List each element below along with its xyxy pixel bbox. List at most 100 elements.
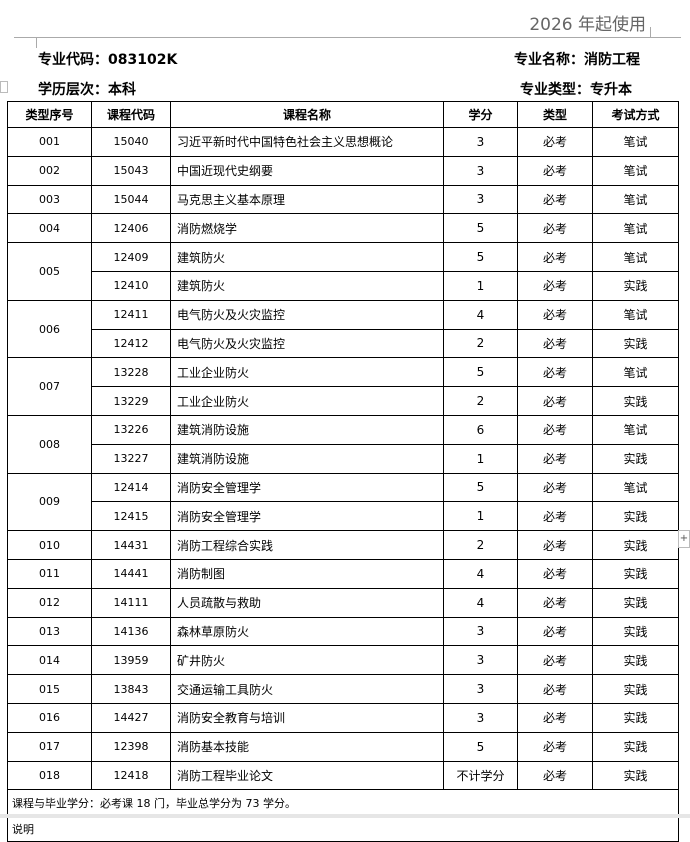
course-code: 14111	[91, 587, 171, 618]
seq-cell: 001	[7, 127, 92, 157]
course-type: 必考	[517, 155, 593, 186]
course-type: 必考	[517, 587, 593, 618]
exam-method: 实践	[592, 443, 679, 474]
table-row: 015 13843 交通运输工具防火 3 必考 实践	[7, 674, 679, 704]
table-row: 12415 消防安全管理学 1 必考 实践	[8, 501, 679, 532]
seq-cell: 006	[7, 299, 92, 359]
exam-method: 笔试	[592, 242, 679, 272]
seq-cell: 011	[7, 558, 92, 589]
course-code: 13227	[91, 443, 171, 474]
seq-cell: 013	[7, 616, 92, 647]
exam-method: 实践	[592, 501, 679, 532]
header-line	[36, 37, 650, 38]
col-type: 类型	[517, 101, 593, 128]
course-code: 12415	[91, 501, 171, 532]
col-seq: 类型序号	[7, 101, 92, 128]
course-code: 14136	[91, 616, 171, 647]
course-type: 必考	[517, 127, 593, 157]
exam-method: 笔试	[592, 299, 679, 330]
course-code: 14427	[91, 702, 171, 733]
exam-method: 笔试	[592, 127, 679, 157]
table-row: 008 13226 建筑消防设施 6 必考 笔试	[7, 414, 679, 474]
course-name: 中国近现代史纲要	[170, 155, 444, 186]
summary-row: 课程与毕业学分：必考课 18 门，毕业总学分为 73 学分。	[7, 789, 679, 817]
course-name: 消防制图	[170, 558, 444, 589]
course-credit: 3	[443, 127, 518, 157]
course-credit: 5	[443, 472, 518, 503]
course-name: 消防工程综合实践	[170, 530, 444, 560]
table-row: 007 13228 工业企业防火 5 必考 笔试	[7, 357, 679, 416]
course-credit: 4	[443, 587, 518, 618]
corner-mark-right	[650, 27, 681, 38]
table-move-handle[interactable]	[0, 81, 8, 93]
course-code: 12418	[91, 760, 171, 791]
course-credit: 2	[443, 386, 518, 416]
table-row: 12410 建筑防火 1 必考 实践	[8, 270, 679, 301]
table-row: 012 14111 人员疏散与救助 4 必考 实践	[7, 587, 679, 618]
exam-method: 实践	[592, 674, 679, 704]
exam-method: 实践	[592, 270, 679, 301]
exam-method: 实践	[592, 386, 679, 416]
course-code: 13226	[91, 414, 171, 445]
course-credit: 1	[443, 443, 518, 474]
course-name: 消防安全管理学	[170, 472, 444, 503]
table-row: 13227 建筑消防设施 1 必考 实践	[8, 443, 679, 474]
course-credit: 5	[443, 213, 518, 244]
course-code: 15043	[91, 155, 171, 186]
course-type: 必考	[517, 328, 593, 359]
table-row: 016 14427 消防安全教育与培训 3 必考 实践	[7, 702, 679, 733]
col-name: 课程名称	[170, 101, 444, 128]
course-type: 必考	[517, 443, 593, 474]
course-credit: 1	[443, 501, 518, 532]
table-row: 014 13959 矿井防火 3 必考 实践	[7, 645, 679, 676]
course-name: 建筑消防设施	[170, 414, 444, 445]
seq-cell: 009	[7, 472, 92, 532]
course-credit: 6	[443, 414, 518, 445]
table-row: 013 14136 森林草原防火 3 必考 实践	[7, 616, 679, 647]
course-type: 必考	[517, 616, 593, 647]
course-name: 森林草原防火	[170, 616, 444, 647]
course-credit: 1	[443, 270, 518, 301]
course-code: 12414	[91, 472, 171, 503]
course-credit: 5	[443, 731, 518, 762]
course-table: 类型序号 课程代码 课程名称 学分 类型 考试方式 001 15040 习近平新时代…	[7, 101, 679, 842]
course-name: 消防燃烧学	[170, 213, 444, 244]
course-type: 必考	[517, 501, 593, 532]
course-name: 矿井防火	[170, 645, 444, 676]
course-code: 15040	[91, 127, 171, 157]
page-bottom-edge	[0, 814, 690, 818]
exam-method: 笔试	[592, 213, 679, 244]
course-type: 必考	[517, 645, 593, 676]
seq-cell: 010	[7, 530, 92, 560]
course-credit: 3	[443, 702, 518, 733]
table-row: 12412 电气防火及火灾监控 2 必考 实践	[8, 328, 679, 359]
course-type: 必考	[517, 270, 593, 301]
course-code: 12410	[91, 270, 171, 301]
course-name: 工业企业防火	[170, 386, 444, 416]
course-credit: 2	[443, 530, 518, 560]
add-row-icon[interactable]: +	[678, 530, 690, 548]
table-row: 018 12418 消防工程毕业论文 不计学分 必考 实践	[7, 760, 679, 791]
exam-method: 实践	[592, 558, 679, 589]
course-code: 12411	[91, 299, 171, 330]
course-credit: 4	[443, 558, 518, 589]
notes-row: 说明	[7, 815, 679, 842]
seq-cell: 012	[7, 587, 92, 618]
exam-method: 笔试	[592, 155, 679, 186]
table-row: 010 14431 消防工程综合实践 2 必考 实践	[7, 530, 679, 560]
course-code: 12406	[91, 213, 171, 244]
course-credit: 2	[443, 328, 518, 359]
seq-cell: 005	[7, 242, 92, 301]
course-code: 14441	[91, 558, 171, 589]
course-type: 必考	[517, 357, 593, 388]
exam-method: 笔试	[592, 357, 679, 388]
course-type: 必考	[517, 414, 593, 445]
course-name: 消防基本技能	[170, 731, 444, 762]
course-type: 必考	[517, 530, 593, 560]
course-name: 消防安全教育与培训	[170, 702, 444, 733]
course-credit: 3	[443, 184, 518, 215]
course-code: 13229	[91, 386, 171, 416]
course-code: 12398	[91, 731, 171, 762]
course-type: 必考	[517, 558, 593, 589]
course-name: 人员疏散与救助	[170, 587, 444, 618]
